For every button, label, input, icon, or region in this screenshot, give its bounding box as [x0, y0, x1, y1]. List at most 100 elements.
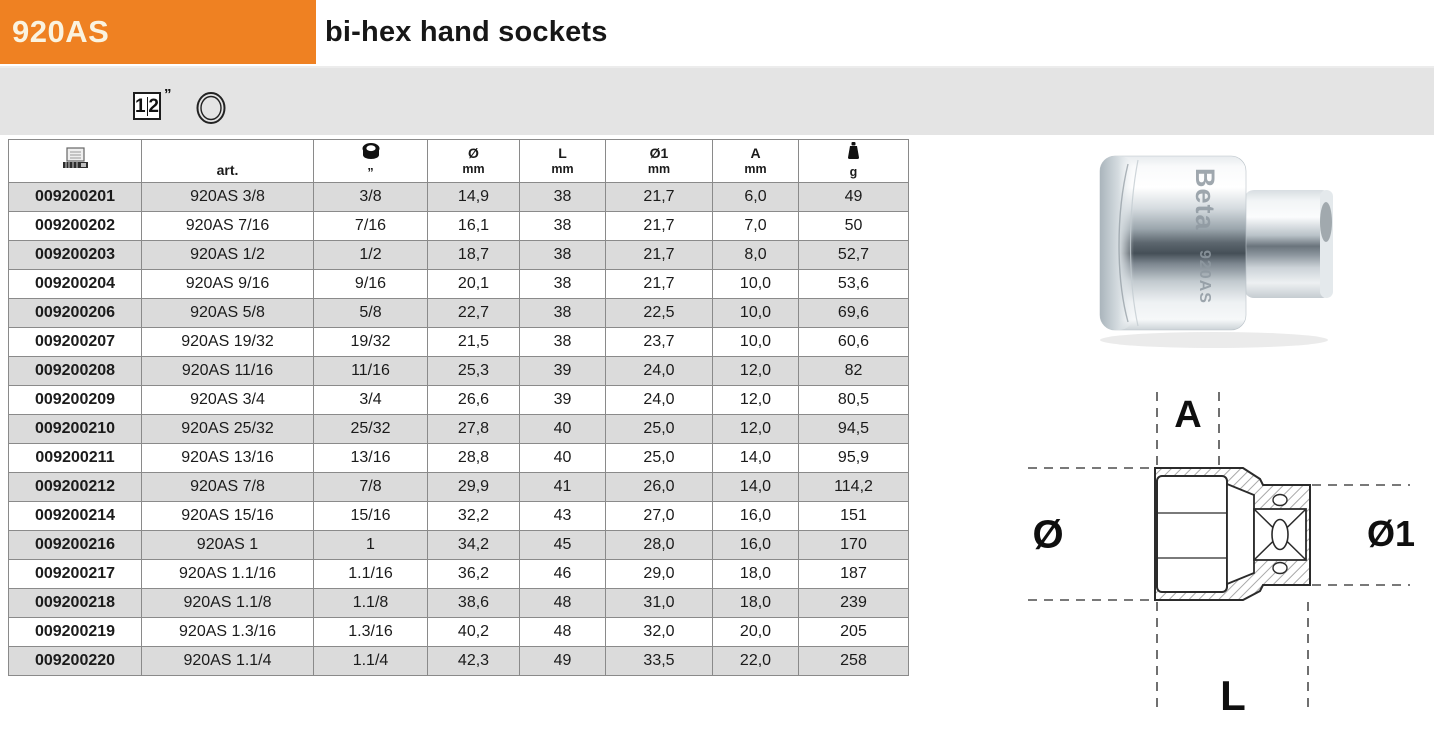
cell-length: 45: [519, 530, 606, 560]
dim-label-d1: Ø1: [1367, 513, 1415, 554]
cell-weight: 52,7: [798, 240, 909, 270]
table-row: 009200207 920AS 19/32 19/32 21,5 38 23,7 10,0 6…: [8, 327, 909, 357]
cell-diameter: 25,3: [427, 356, 520, 386]
cell-drive: 1.1/16: [313, 559, 428, 589]
cell-drive: 1.3/16: [313, 617, 428, 647]
cell-code: 009200219: [8, 617, 142, 647]
cell-diameter1: 28,0: [605, 530, 713, 560]
cell-diameter1: 21,7: [605, 182, 713, 212]
engraving-model: 920AS: [1196, 250, 1213, 304]
cell-length: 48: [519, 588, 606, 618]
table-row: 009200209 920AS 3/4 3/4 26,6 39 24,0 12,0 80,5: [8, 385, 909, 415]
cell-diameter: 14,9: [427, 182, 520, 212]
cell-art: 920AS 5/8: [141, 298, 314, 328]
cell-art: 920AS 1.1/16: [141, 559, 314, 589]
cell-code: 009200209: [8, 385, 142, 415]
cell-weight: 239: [798, 588, 909, 618]
col-art-label: art.: [216, 161, 239, 178]
col-length: L mm: [519, 139, 606, 183]
cell-code: 009200216: [8, 530, 142, 560]
cell-length: 41: [519, 472, 606, 502]
col-a: A mm: [712, 139, 799, 183]
col-diameter1-label: Ø1: [649, 145, 669, 161]
col-drive-unit: ”: [367, 165, 374, 180]
detent-slot: [1271, 518, 1289, 551]
cell-a: 18,0: [712, 559, 799, 589]
cell-art: 920AS 3/8: [141, 182, 314, 212]
cell-diameter1: 31,0: [605, 588, 713, 618]
cell-weight: 53,6: [798, 269, 909, 299]
cell-art: 920AS 19/32: [141, 327, 314, 357]
col-length-label: L: [558, 145, 567, 161]
cell-weight: 60,6: [798, 327, 909, 357]
drive-denominator: 2: [148, 95, 159, 117]
dim-label-d: Ø: [1032, 513, 1063, 557]
cell-diameter: 28,8: [427, 443, 520, 473]
socket-drive-end: [1244, 190, 1332, 298]
cell-art: 920AS 25/32: [141, 414, 314, 444]
cell-diameter1: 32,0: [605, 617, 713, 647]
table-body: 009200201 920AS 3/8 3/8 14,9 38 21,7 6,0 49 0092…: [8, 182, 909, 676]
cell-code: 009200208: [8, 356, 142, 386]
cell-code: 009200211: [8, 443, 142, 473]
cell-length: 40: [519, 443, 606, 473]
cell-weight: 82: [798, 356, 909, 386]
cell-art: 920AS 1: [141, 530, 314, 560]
table-row: 009200203 920AS 1/2 1/2 18,7 38 21,7 8,0 52,7: [8, 240, 909, 270]
cell-diameter1: 29,0: [605, 559, 713, 589]
table-row: 009200216 920AS 1 1 34,2 45 28,0 16,0 170: [8, 530, 909, 560]
col-length-unit: mm: [551, 162, 574, 176]
cell-a: 8,0: [712, 240, 799, 270]
cell-diameter: 36,2: [427, 559, 520, 589]
col-weight-unit: g: [849, 165, 858, 179]
cell-art: 920AS 1/2: [141, 240, 314, 270]
col-art: art.: [141, 139, 314, 183]
cell-a: 16,0: [712, 530, 799, 560]
cell-drive: 1: [313, 530, 428, 560]
cell-art: 920AS 15/16: [141, 501, 314, 531]
cell-drive: 15/16: [313, 501, 428, 531]
detent-ball-top: [1272, 493, 1288, 507]
cell-art: 920AS 3/4: [141, 385, 314, 415]
cell-a: 12,0: [712, 385, 799, 415]
cell-drive: 1/2: [313, 240, 428, 270]
photo-shadow: [1100, 332, 1328, 348]
inch-mark: ”: [164, 86, 172, 103]
cell-art: 920AS 7/8: [141, 472, 314, 502]
cell-diameter1: 25,0: [605, 414, 713, 444]
drive-info-band: 1 2 ”: [0, 66, 1434, 135]
cell-art: 920AS 7/16: [141, 211, 314, 241]
cell-length: 38: [519, 211, 606, 241]
cell-weight: 69,6: [798, 298, 909, 328]
table-row: 009200201 920AS 3/8 3/8 14,9 38 21,7 6,0 49: [8, 182, 909, 212]
cell-drive: 7/8: [313, 472, 428, 502]
table-row: 009200204 920AS 9/16 9/16 20,1 38 21,7 10,0 53,…: [8, 269, 909, 299]
cell-code: 009200201: [8, 182, 142, 212]
cell-drive: 9/16: [313, 269, 428, 299]
cell-diameter: 27,8: [427, 414, 520, 444]
cell-drive: 3/4: [313, 385, 428, 415]
cell-drive: 7/16: [313, 211, 428, 241]
table-row: 009200217 920AS 1.1/16 1.1/16 36,2 46 29,0 18,…: [8, 559, 909, 589]
cell-drive: 1.1/4: [313, 646, 428, 676]
cell-a: 10,0: [712, 269, 799, 299]
cell-length: 43: [519, 501, 606, 531]
col-diameter1-unit: mm: [647, 162, 671, 176]
cell-diameter: 20,1: [427, 269, 520, 299]
table-row: 009200208 920AS 11/16 11/16 25,3 39 24,0 12,0 8…: [8, 356, 909, 386]
cell-diameter1: 21,7: [605, 240, 713, 270]
bi-hex-ring-icon: [196, 92, 226, 124]
cell-diameter: 22,7: [427, 298, 520, 328]
cell-a: 10,0: [712, 298, 799, 328]
cell-length: 38: [519, 298, 606, 328]
cell-art: 920AS 1.3/16: [141, 617, 314, 647]
table-row: 009200214 920AS 15/16 15/16 32,2 43 27,0 16,0 1…: [8, 501, 909, 531]
cell-weight: 151: [798, 501, 909, 531]
cell-diameter: 26,6: [427, 385, 520, 415]
col-diameter-label: Ø: [468, 145, 479, 161]
detent-ball-bottom: [1272, 561, 1288, 575]
cell-length: 38: [519, 240, 606, 270]
cell-diameter1: 23,7: [605, 327, 713, 357]
barcode-icon: [10, 146, 141, 176]
